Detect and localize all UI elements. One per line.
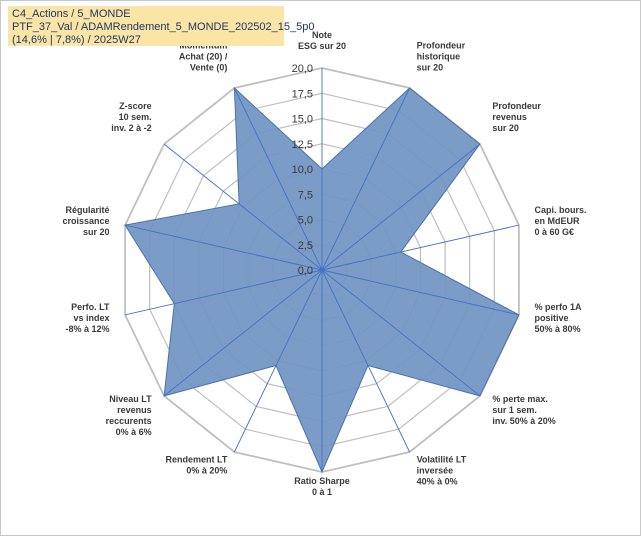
axis-label: revenus: [117, 405, 152, 415]
axis-label: ESG sur 20: [298, 41, 346, 51]
axis-label: Z-score: [119, 101, 152, 111]
axis-spoke: [321, 269, 411, 453]
radial-tick-label: 15,0: [292, 114, 313, 126]
axis-label: Rendement LT: [166, 454, 228, 464]
axis-label: Ratio Sharpe: [294, 476, 350, 486]
axis-spoke: [321, 269, 481, 397]
axis-label: 0% à 6%: [116, 427, 152, 437]
axis-label: vs index: [73, 313, 109, 323]
axis-label: 10 sem.: [119, 112, 152, 122]
axis-label: 0% à 20%: [186, 465, 227, 475]
portfolio-header: C4_Actions / 5_MONDE PTF_37_Val / ADAMRe…: [8, 6, 315, 46]
axis-spoke: [163, 269, 323, 397]
axis-label: sur 20: [83, 227, 110, 237]
axis-label: croissance: [62, 216, 109, 226]
axis-label: Niveau LT: [109, 394, 152, 404]
axis-label: sur 1 sem.: [492, 405, 537, 415]
axis-label: en MdEUR: [535, 216, 581, 226]
axis-label: Note: [312, 30, 332, 40]
axis-spoke: [124, 269, 323, 316]
axis-label: Achat (20) /: [179, 52, 228, 62]
axis-label: Perfo. LT: [71, 302, 110, 312]
axis-label: -8% à 12%: [65, 324, 109, 334]
axis-spoke: [163, 143, 323, 271]
axis-label: inv. 2 à -2: [111, 123, 151, 133]
radial-tick-label: 7,5: [298, 189, 313, 201]
axis-spoke: [321, 224, 520, 271]
axis-label: Profondeur: [492, 101, 541, 111]
axis-label: Volatilité LT: [417, 454, 467, 464]
axis-label: Capi. bours.: [535, 205, 587, 215]
axis-label: % perfo 1A: [535, 302, 583, 312]
header-line-2: PTF_37_Val / ADAMRendement_5_MONDE_20250…: [12, 21, 315, 33]
axis-label: Vente (0): [190, 63, 228, 73]
axis-label: sur 20: [492, 123, 519, 133]
radial-tick-label: 10,0: [292, 164, 313, 176]
axis-spoke: [233, 269, 323, 453]
radial-tick-label: 12,5: [292, 139, 313, 151]
axis-label: % perte max.: [492, 394, 548, 404]
radial-tick-label: 5,0: [298, 215, 313, 227]
axis-label: 0 à 1: [312, 487, 332, 497]
axis-spoke: [321, 87, 411, 271]
axis-label: revenus: [492, 112, 527, 122]
header-line-3: (14,6% | 7,8%) / 2025W27: [12, 34, 141, 46]
header-line-1: C4_Actions / 5_MONDE: [12, 8, 131, 20]
radial-tick-label: 20,0: [292, 63, 313, 75]
axis-label: inversée: [417, 465, 454, 475]
axis-label: 0 à 60 G€: [535, 227, 575, 237]
axis-spoke: [124, 224, 323, 271]
axis-label: historique: [417, 52, 461, 62]
axis-spoke: [233, 87, 323, 271]
radial-tick-label: 17,5: [292, 88, 313, 100]
axis-label: reccurents: [106, 416, 152, 426]
axis-spoke: [321, 143, 481, 271]
axis-label: 50% à 80%: [535, 324, 581, 334]
axis-label: sur 20: [417, 63, 444, 73]
axis-label: Régularité: [65, 205, 109, 215]
axis-label: inv. 50% à 20%: [492, 416, 555, 426]
axis-label: Profondeur: [417, 41, 466, 51]
axis-label: 40% à 0%: [417, 476, 458, 486]
axis-label: positive: [535, 313, 569, 323]
axis-spoke: [321, 269, 520, 316]
radial-tick-label: 2,5: [298, 240, 313, 252]
radial-tick-label: 0,0: [298, 265, 313, 277]
